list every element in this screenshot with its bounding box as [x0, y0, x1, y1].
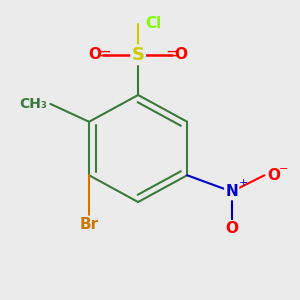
- Text: −: −: [279, 164, 288, 174]
- Text: O: O: [175, 47, 188, 62]
- Text: S: S: [132, 46, 145, 64]
- Text: CH₃: CH₃: [20, 97, 47, 111]
- Text: Cl: Cl: [146, 16, 162, 31]
- Text: =: =: [165, 44, 178, 62]
- Text: +: +: [238, 178, 248, 188]
- Text: Br: Br: [80, 217, 99, 232]
- Text: O: O: [267, 168, 280, 183]
- Text: O: O: [225, 221, 238, 236]
- Text: N: N: [225, 184, 238, 199]
- Text: =: =: [98, 44, 112, 62]
- Text: O: O: [88, 47, 101, 62]
